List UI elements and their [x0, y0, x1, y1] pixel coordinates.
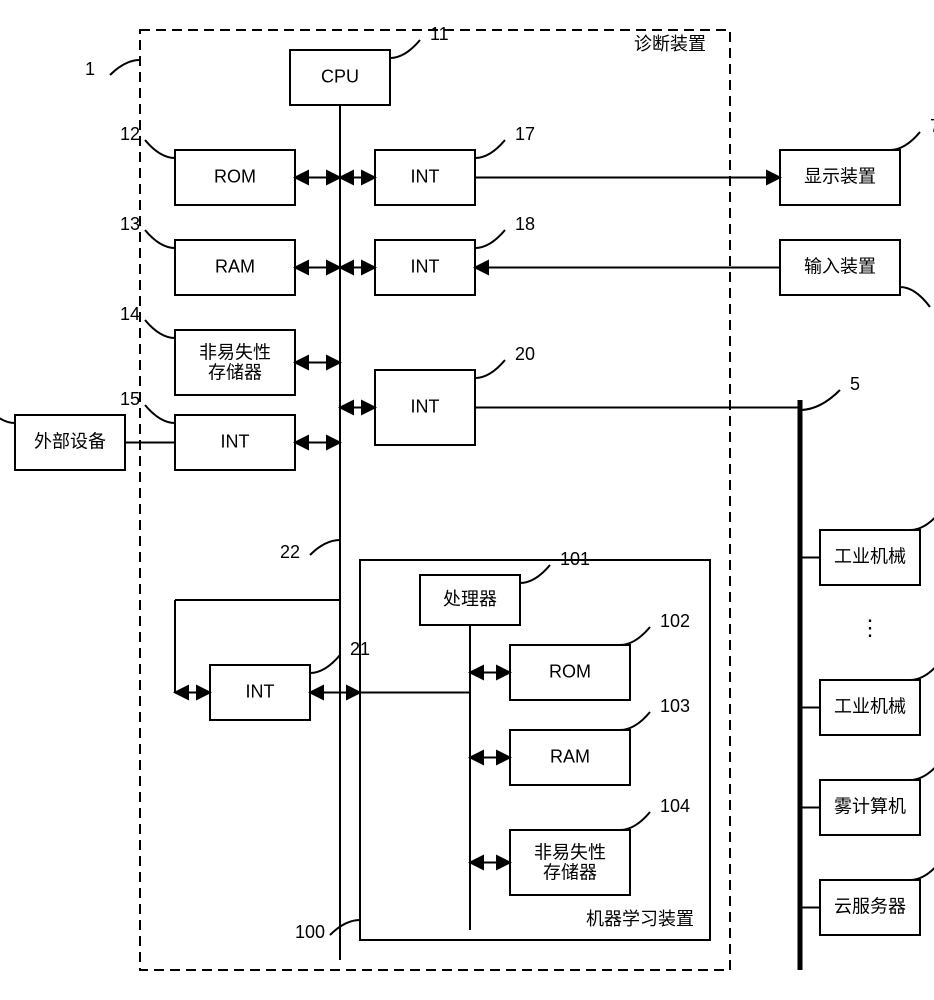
- svg-text:工业机械: 工业机械: [834, 546, 906, 566]
- svg-text:处理器: 处理器: [443, 589, 497, 609]
- svg-text:102: 102: [660, 611, 690, 631]
- svg-text:70: 70: [930, 116, 934, 136]
- svg-text:ROM: ROM: [549, 661, 591, 681]
- svg-text:INT: INT: [411, 256, 440, 276]
- svg-text:5: 5: [850, 374, 860, 394]
- svg-text:100: 100: [295, 922, 325, 942]
- svg-text:非易失性存储器: 非易失性存储器: [534, 842, 606, 882]
- svg-text:15: 15: [120, 389, 140, 409]
- svg-text:INT: INT: [221, 431, 250, 451]
- svg-text:18: 18: [515, 214, 535, 234]
- svg-text:11: 11: [430, 24, 449, 44]
- svg-text:14: 14: [120, 304, 140, 324]
- svg-text:非易失性存储器: 非易失性存储器: [199, 342, 271, 382]
- svg-text:ROM: ROM: [214, 166, 256, 186]
- block-diagram: 诊断装置 1 CPU 11 ROM 12 RAM 13 非易失性存储器 14 INT 15 INT 17 I…: [0, 0, 934, 1000]
- svg-text:输入装置: 输入装置: [804, 256, 876, 276]
- svg-text:⋮: ⋮: [859, 615, 881, 640]
- svg-text:CPU: CPU: [321, 66, 359, 86]
- svg-text:103: 103: [660, 696, 690, 716]
- svg-text:17: 17: [515, 124, 535, 144]
- svg-text:RAM: RAM: [550, 746, 590, 766]
- svg-text:雾计算机: 雾计算机: [834, 796, 906, 816]
- svg-text:RAM: RAM: [215, 256, 255, 276]
- svg-text:1: 1: [85, 59, 95, 79]
- svg-text:22: 22: [280, 542, 300, 562]
- svg-text:工业机械: 工业机械: [834, 696, 906, 716]
- svg-text:云服务器: 云服务器: [834, 896, 906, 916]
- svg-text:外部设备: 外部设备: [34, 431, 106, 451]
- svg-text:101: 101: [560, 549, 590, 569]
- svg-text:INT: INT: [246, 681, 275, 701]
- svg-text:INT: INT: [411, 166, 440, 186]
- svg-text:INT: INT: [411, 396, 440, 416]
- svg-text:13: 13: [120, 214, 140, 234]
- svg-text:12: 12: [120, 124, 140, 144]
- svg-text:机器学习装置: 机器学习装置: [586, 909, 694, 929]
- svg-text:显示装置: 显示装置: [804, 166, 876, 186]
- svg-text:20: 20: [515, 344, 535, 364]
- svg-text:诊断装置: 诊断装置: [634, 34, 706, 54]
- svg-text:104: 104: [660, 796, 690, 816]
